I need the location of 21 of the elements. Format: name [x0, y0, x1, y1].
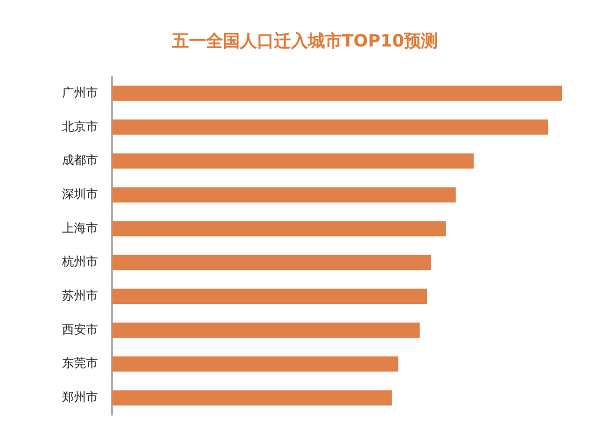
bar: [112, 254, 432, 270]
y-tick-label: 苏州市: [62, 288, 98, 302]
y-tick-label: 郑州市: [62, 390, 98, 404]
y-tick-label: 杭州市: [61, 254, 98, 269]
y-tick-label: 东莞市: [62, 356, 98, 370]
chart-title: 五一全国人口迁入城市TOP10预测: [170, 32, 438, 52]
y-tick-label: 北京市: [62, 119, 98, 134]
bar: [112, 187, 456, 202]
bar: [112, 356, 398, 372]
bar: [112, 153, 474, 169]
y-tick-label: 深圳市: [62, 186, 98, 201]
bar: [112, 288, 427, 304]
bar: [112, 86, 562, 101]
y-tick-label: 西安市: [62, 322, 98, 336]
y-tick-label: 广州市: [62, 85, 98, 100]
bar: [112, 322, 420, 338]
bar: [112, 120, 548, 135]
bar: [112, 221, 446, 236]
y-tick-label: 上海市: [62, 220, 98, 235]
y-tick-label: 成都市: [62, 153, 98, 168]
bar: [112, 390, 392, 406]
